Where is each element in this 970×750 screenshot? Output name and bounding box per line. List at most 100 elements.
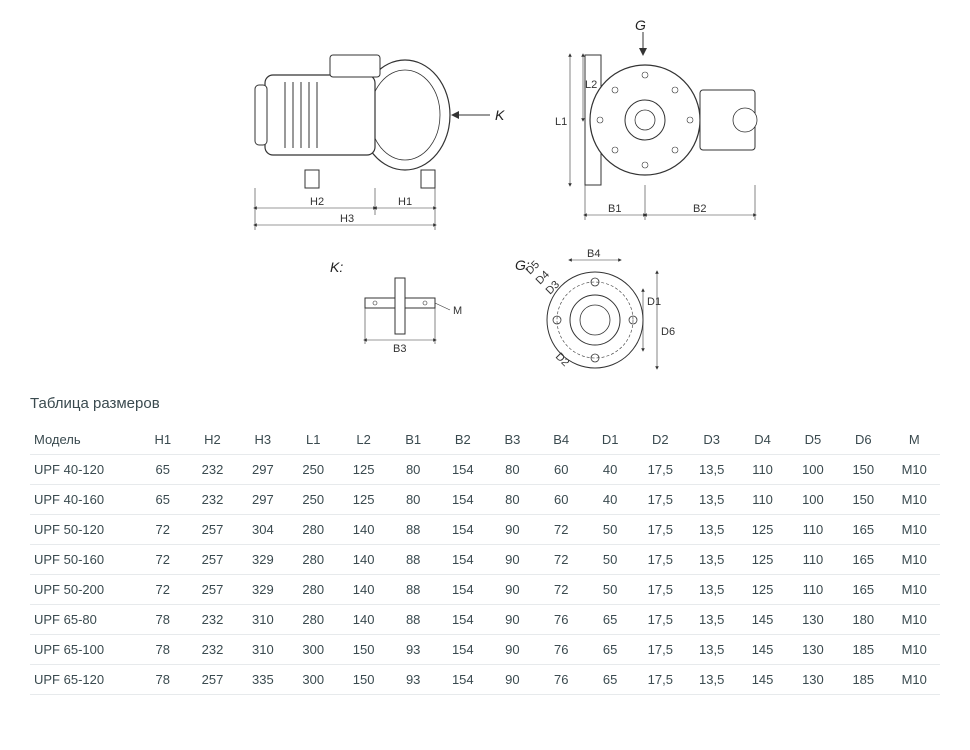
cell-value: 310 [238, 635, 288, 665]
cell-model: UPF 50-200 [30, 575, 138, 605]
cell-value: 180 [838, 605, 888, 635]
cell-value: 257 [187, 545, 237, 575]
top-view: G L1 [555, 17, 757, 220]
page-root: H2 H1 H3 K G [0, 0, 970, 750]
cell-value: 145 [737, 665, 787, 695]
cell-value: 257 [187, 575, 237, 605]
dim-label-h1: H1 [398, 196, 412, 208]
cell-value: 17,5 [635, 545, 686, 575]
cell-value: 154 [438, 605, 488, 635]
dim-label-h3: H3 [340, 213, 354, 225]
col-d3: D3 [686, 425, 737, 455]
cell-model: UPF 40-160 [30, 485, 138, 515]
cell-value: 72 [537, 575, 586, 605]
dim-label-d1: D1 [647, 296, 661, 308]
cell-value: 17,5 [635, 665, 686, 695]
cell-value: 125 [338, 455, 388, 485]
cell-value: 80 [488, 455, 537, 485]
cell-value: 110 [788, 545, 838, 575]
col-m: M [889, 425, 941, 455]
pump-diagram-svg: H2 H1 H3 K G [0, 0, 970, 385]
cell-value: 154 [438, 515, 488, 545]
cell-value: 125 [737, 575, 787, 605]
cell-value: M10 [889, 485, 941, 515]
cell-value: 300 [288, 635, 338, 665]
dim-label-b2: B2 [693, 203, 706, 215]
cell-model: UPF 50-120 [30, 515, 138, 545]
dim-label-k: K [495, 107, 505, 123]
dim-label-b1: B1 [608, 203, 621, 215]
dim-label-d6: D6 [661, 326, 675, 338]
table-row: UPF 65-80782323102801408815490766517,513… [30, 605, 940, 635]
dim-label-k-detail: K: [330, 259, 343, 275]
cell-value: 165 [838, 575, 888, 605]
cell-value: 140 [338, 545, 388, 575]
cell-value: 65 [138, 455, 187, 485]
cell-value: 78 [138, 605, 187, 635]
cell-value: 90 [488, 635, 537, 665]
cell-value: 17,5 [635, 485, 686, 515]
col-h1: H1 [138, 425, 187, 455]
cell-value: 80 [389, 455, 438, 485]
col-b2: B2 [438, 425, 488, 455]
cell-value: 50 [586, 575, 635, 605]
cell-value: 154 [438, 485, 488, 515]
cell-value: 17,5 [635, 575, 686, 605]
col-d2: D2 [635, 425, 686, 455]
table-body: UPF 40-120652322972501258015480604017,51… [30, 455, 940, 695]
cell-value: 17,5 [635, 515, 686, 545]
cell-value: 65 [586, 635, 635, 665]
cell-value: 17,5 [635, 455, 686, 485]
side-view: H2 H1 H3 K [255, 55, 505, 230]
cell-value: 165 [838, 515, 888, 545]
cell-value: 280 [288, 575, 338, 605]
dimensions-table: МодельH1H2H3L1L2B1B2B3B4D1D2D3D4D5D6M UP… [30, 425, 940, 695]
col-d4: D4 [737, 425, 787, 455]
cell-value: 72 [138, 515, 187, 545]
cell-value: 140 [338, 575, 388, 605]
cell-value: 257 [187, 515, 237, 545]
col-h2: H2 [187, 425, 237, 455]
cell-value: 280 [288, 545, 338, 575]
cell-value: 232 [187, 485, 237, 515]
cell-value: 232 [187, 635, 237, 665]
cell-value: 72 [138, 575, 187, 605]
cell-value: 300 [288, 665, 338, 695]
cell-value: 13,5 [686, 455, 737, 485]
dim-label-g: G [635, 17, 646, 33]
dim-label-l2: L2 [585, 79, 597, 91]
cell-value: M10 [889, 455, 941, 485]
cell-value: 90 [488, 605, 537, 635]
table-row: UPF 40-120652322972501258015480604017,51… [30, 455, 940, 485]
cell-value: 150 [838, 455, 888, 485]
cell-value: M10 [889, 575, 941, 605]
cell-value: 100 [788, 485, 838, 515]
cell-value: 76 [537, 605, 586, 635]
cell-value: 130 [788, 635, 838, 665]
cell-value: 76 [537, 665, 586, 695]
cell-value: 110 [788, 575, 838, 605]
cell-value: 78 [138, 665, 187, 695]
cell-value: M10 [889, 545, 941, 575]
cell-value: 329 [238, 575, 288, 605]
cell-value: 80 [488, 485, 537, 515]
cell-value: 250 [288, 485, 338, 515]
cell-value: 72 [537, 515, 586, 545]
cell-value: 90 [488, 665, 537, 695]
cell-value: 154 [438, 575, 488, 605]
cell-value: 90 [488, 545, 537, 575]
cell-value: 93 [389, 665, 438, 695]
cell-value: 165 [838, 545, 888, 575]
cell-value: 335 [238, 665, 288, 695]
col-l1: L1 [288, 425, 338, 455]
cell-value: 65 [586, 605, 635, 635]
cell-value: 150 [338, 665, 388, 695]
dim-label-h2: H2 [310, 196, 324, 208]
cell-value: 13,5 [686, 665, 737, 695]
table-row: UPF 65-120782573353001509315490766517,51… [30, 665, 940, 695]
dim-label-m: M [453, 305, 462, 317]
col-d1: D1 [586, 425, 635, 455]
cell-model: UPF 65-100 [30, 635, 138, 665]
cell-value: 304 [238, 515, 288, 545]
cell-value: 88 [389, 605, 438, 635]
